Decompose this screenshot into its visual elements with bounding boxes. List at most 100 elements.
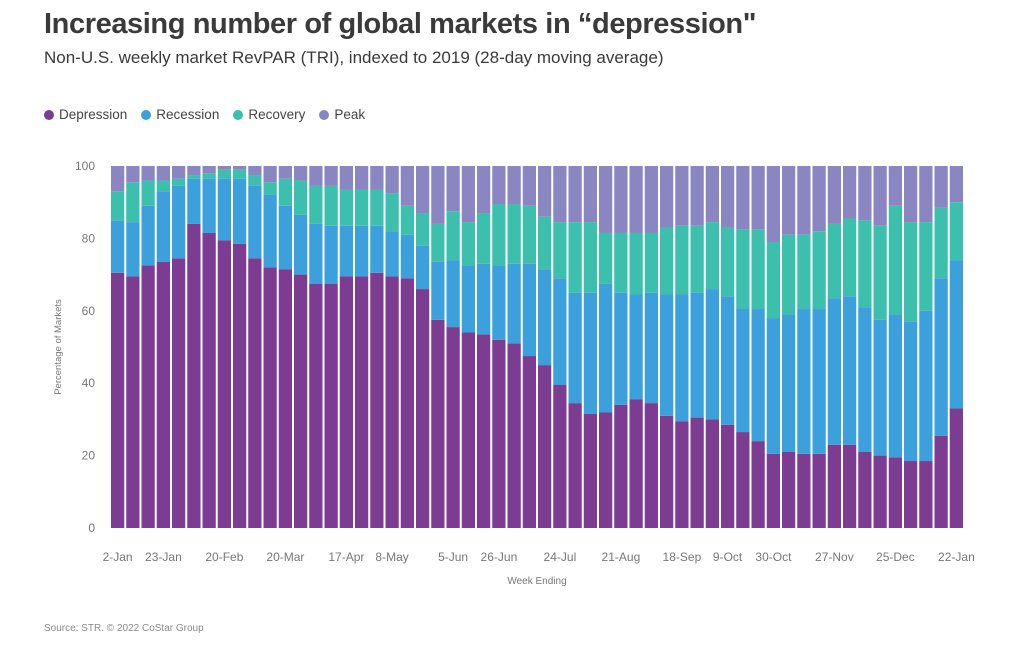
bar-recession-13: [309, 223, 323, 284]
bar-peak-5: [187, 166, 201, 176]
legend-label-recession: Recession: [156, 107, 220, 122]
bar-depression-26: [507, 343, 521, 528]
bar-recovery-38: [690, 225, 704, 293]
bar-depression-5: [187, 223, 201, 529]
bar-recovery-29: [553, 222, 567, 279]
bar-recession-46: [812, 308, 826, 454]
bar-recession-39: [705, 289, 719, 420]
bar-recovery-53: [919, 222, 933, 311]
bar-recession-48: [843, 296, 857, 445]
bar-peak-16: [355, 166, 369, 190]
bar-depression-42: [751, 441, 765, 528]
bar-recession-47: [827, 298, 841, 445]
bar-peak-14: [324, 166, 338, 186]
bar-recovery-19: [400, 205, 414, 235]
bar-peak-29: [553, 166, 567, 223]
x-tick-label-18-sep: 18-Sep: [663, 550, 702, 564]
bar-peak-48: [843, 166, 857, 219]
bar-recovery-8: [233, 169, 247, 179]
legend-label-recovery: Recovery: [248, 107, 306, 122]
bar-peak-51: [888, 166, 902, 206]
y-tick-label-20: 20: [82, 449, 96, 463]
y-axis: 0 20 40 60 80 100: [75, 159, 95, 535]
bar-recovery-24: [477, 213, 491, 264]
bar-recession-26: [507, 263, 521, 344]
bar-depression-16: [355, 276, 369, 528]
bar-recovery-27: [522, 205, 536, 264]
bar-peak-30: [568, 166, 582, 223]
bar-peak-7: [217, 166, 231, 170]
bar-peak-36: [660, 166, 674, 228]
bar-peak-26: [507, 166, 521, 205]
bar-peak-52: [904, 166, 918, 223]
bar-recession-11: [278, 205, 292, 270]
bar-recovery-12: [294, 180, 308, 215]
x-tick-label-17-apr: 17-Apr: [328, 550, 364, 564]
bar-recovery-13: [309, 185, 323, 224]
bar-recession-29: [553, 278, 567, 386]
bar-peak-19: [400, 166, 414, 206]
bar-recovery-22: [446, 211, 460, 261]
legend-swatch-recession: [141, 109, 152, 120]
bar-recession-32: [599, 283, 613, 413]
bar-peak-8: [233, 166, 247, 170]
bar-peak-25: [492, 166, 506, 205]
bar-recession-41: [736, 308, 750, 433]
bar-peak-41: [736, 166, 750, 230]
bars-group: [111, 166, 963, 529]
bar-recession-15: [339, 225, 353, 277]
bar-depression-19: [400, 278, 414, 528]
legend-item-depression: Depression: [44, 107, 127, 122]
bar-depression-21: [431, 319, 445, 528]
legend-label-depression: Depression: [59, 107, 128, 122]
bar-recovery-33: [614, 232, 628, 293]
bar-recession-22: [446, 260, 460, 328]
bar-recession-52: [904, 321, 918, 462]
bar-recession-23: [461, 265, 475, 333]
bar-peak-12: [294, 166, 308, 181]
bar-peak-34: [629, 166, 643, 233]
x-tick-label-2-jan: 2-Jan: [103, 550, 133, 564]
legend-swatch-peak: [319, 109, 330, 120]
legend-swatch-depression: [44, 109, 54, 120]
bar-recovery-31: [583, 222, 597, 293]
bar-peak-20: [416, 166, 430, 214]
bar-peak-2: [141, 166, 155, 181]
legend-swatch-recovery: [233, 109, 244, 120]
bar-recession-55: [949, 260, 963, 409]
x-tick-label-21-aug: 21-Aug: [602, 550, 641, 564]
bar-depression-25: [492, 339, 506, 528]
bar-recession-38: [690, 292, 704, 418]
bar-depression-30: [568, 403, 582, 528]
bar-peak-38: [690, 166, 704, 226]
bar-depression-53: [919, 461, 933, 528]
bar-recovery-3: [156, 180, 170, 192]
bar-depression-14: [324, 283, 338, 528]
x-tick-label-20-feb: 20-Feb: [205, 550, 243, 564]
bar-depression-12: [294, 274, 308, 528]
bar-depression-24: [477, 334, 491, 528]
bar-depression-43: [766, 453, 780, 528]
bar-recovery-50: [873, 225, 887, 320]
bar-recession-12: [294, 214, 308, 275]
bar-recession-35: [644, 292, 658, 404]
bar-peak-17: [370, 166, 384, 190]
bar-peak-54: [934, 166, 948, 208]
bar-recovery-5: [187, 175, 201, 179]
bar-recession-37: [675, 294, 689, 422]
bar-depression-32: [599, 412, 613, 528]
bar-peak-40: [721, 166, 735, 228]
bar-recovery-46: [812, 231, 826, 309]
bar-peak-21: [431, 166, 445, 224]
bar-depression-8: [233, 243, 247, 528]
bar-recession-34: [629, 294, 643, 400]
bar-recession-36: [660, 294, 674, 416]
chart-subtitle: Non-U.S. weekly market RevPAR (TRI), ind…: [44, 48, 664, 67]
bar-recovery-16: [355, 189, 369, 226]
bar-recovery-15: [339, 189, 353, 226]
bar-depression-41: [736, 432, 750, 528]
bar-recovery-48: [843, 218, 857, 297]
bar-recovery-32: [599, 232, 613, 284]
bar-depression-49: [858, 451, 872, 528]
bar-recovery-36: [660, 227, 674, 295]
